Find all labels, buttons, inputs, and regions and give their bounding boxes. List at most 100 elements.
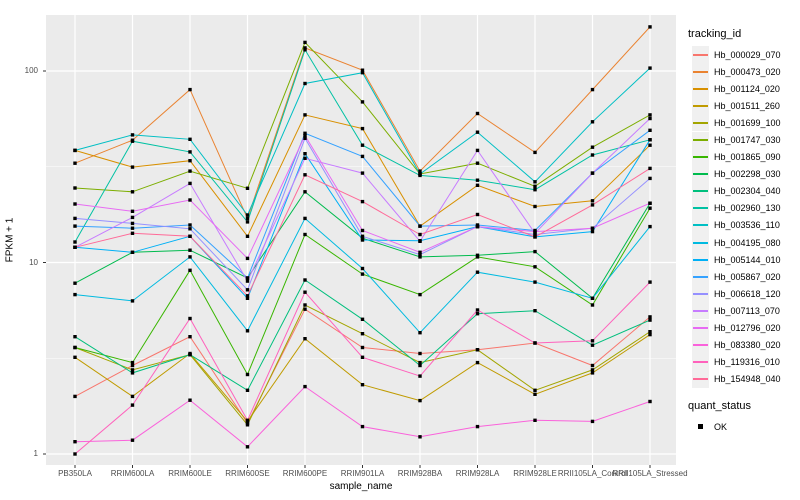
legend-line-swatch-icon xyxy=(692,268,709,286)
series-points-Hb_003536_110 xyxy=(73,66,652,217)
data-point xyxy=(130,363,135,368)
data-point xyxy=(418,239,422,243)
legend-line-swatch-icon xyxy=(692,251,709,269)
data-point xyxy=(245,329,250,333)
data-point xyxy=(360,100,365,104)
data-point xyxy=(590,226,595,230)
data-point xyxy=(648,128,652,132)
data-point xyxy=(418,250,422,254)
data-point xyxy=(303,133,307,138)
data-point xyxy=(73,202,77,206)
swatch-line xyxy=(693,224,708,227)
data-point xyxy=(648,330,652,334)
data-point xyxy=(590,203,595,207)
data-point xyxy=(360,71,365,75)
data-point xyxy=(360,272,365,276)
data-point xyxy=(73,148,77,153)
data-point xyxy=(245,296,250,300)
data-point xyxy=(360,68,365,72)
legend-item-Hb_001747_030: Hb_001747_030 xyxy=(686,131,798,149)
swatch-line xyxy=(693,378,708,381)
data-point xyxy=(648,224,652,229)
data-point xyxy=(475,183,480,187)
legend-label: Hb_002304_040 xyxy=(714,186,781,197)
legend-label: Hb_004195_080 xyxy=(714,237,781,248)
data-point xyxy=(360,234,365,238)
legend-line-swatch-icon xyxy=(692,234,709,252)
data-point xyxy=(475,111,480,116)
data-point xyxy=(188,198,192,202)
data-point xyxy=(418,172,422,176)
data-point xyxy=(73,216,77,221)
data-point xyxy=(648,318,652,322)
legend-quant-status: quant_status OK xyxy=(686,400,798,435)
data-point xyxy=(360,228,365,233)
data-point xyxy=(590,339,595,343)
data-point xyxy=(648,206,652,210)
data-point xyxy=(245,216,250,221)
data-point xyxy=(418,398,422,403)
data-point xyxy=(590,145,595,149)
data-point xyxy=(648,25,652,29)
data-point xyxy=(648,143,652,147)
data-point xyxy=(360,383,365,387)
data-point xyxy=(303,190,307,194)
data-point xyxy=(533,235,537,239)
data-point xyxy=(590,229,595,234)
legend2-label: OK xyxy=(714,421,728,432)
legend-item-Hb_007113_070: Hb_007113_070 xyxy=(686,302,798,320)
series-points-Hb_001865_090 xyxy=(73,206,652,377)
data-point xyxy=(245,445,250,449)
legend-item-Hb_000029_070: Hb_000029_070 xyxy=(686,46,798,64)
data-point xyxy=(245,220,250,224)
legend-line-swatch-icon xyxy=(692,353,709,371)
data-point xyxy=(648,332,652,337)
legend-item-Hb_005144_010: Hb_005144_010 xyxy=(686,251,798,269)
data-point xyxy=(418,331,422,335)
data-point xyxy=(73,355,77,359)
data-point xyxy=(245,388,250,392)
data-point xyxy=(130,215,135,220)
data-point xyxy=(245,213,250,217)
legend-item-Hb_005867_020: Hb_005867_020 xyxy=(686,268,798,286)
data-point xyxy=(475,424,480,429)
x-tick-label: RRIM928BA xyxy=(397,469,443,478)
data-point xyxy=(303,113,307,117)
data-point xyxy=(590,343,595,347)
swatch-line xyxy=(693,121,708,124)
x-tick-label: RRII105LA_Control xyxy=(557,469,628,478)
ok-square-marker-icon xyxy=(698,424,703,430)
legend-line-swatch-icon xyxy=(692,114,709,132)
data-point xyxy=(475,212,480,217)
swatch-line xyxy=(693,190,708,193)
data-point xyxy=(360,317,365,321)
data-point xyxy=(188,353,192,357)
data-point xyxy=(475,348,480,352)
data-point xyxy=(533,388,537,392)
data-point xyxy=(130,394,135,399)
data-point xyxy=(590,153,595,157)
data-point xyxy=(130,438,135,442)
legend2-title: quant_status xyxy=(688,400,751,412)
legend-item-Hb_002298_030: Hb_002298_030 xyxy=(686,165,798,183)
legend-line-swatch-icon xyxy=(692,319,709,337)
data-point xyxy=(475,148,480,153)
data-point xyxy=(418,351,422,356)
swatch-line xyxy=(693,344,708,347)
legend-label: Hb_005867_020 xyxy=(714,271,781,282)
swatch-line xyxy=(693,258,708,261)
data-point xyxy=(648,166,652,171)
legend-label: Hb_003536_110 xyxy=(714,220,780,231)
data-point xyxy=(73,281,77,285)
data-point xyxy=(73,345,77,350)
data-point xyxy=(533,418,537,422)
data-point xyxy=(303,278,307,282)
data-point xyxy=(648,138,652,142)
legend-item-Hb_012796_020: Hb_012796_020 xyxy=(686,319,798,337)
data-point xyxy=(590,371,595,375)
data-point xyxy=(533,204,537,209)
data-point xyxy=(418,435,422,439)
legend-label: Hb_000029_070 xyxy=(714,49,781,60)
data-point xyxy=(360,199,365,204)
